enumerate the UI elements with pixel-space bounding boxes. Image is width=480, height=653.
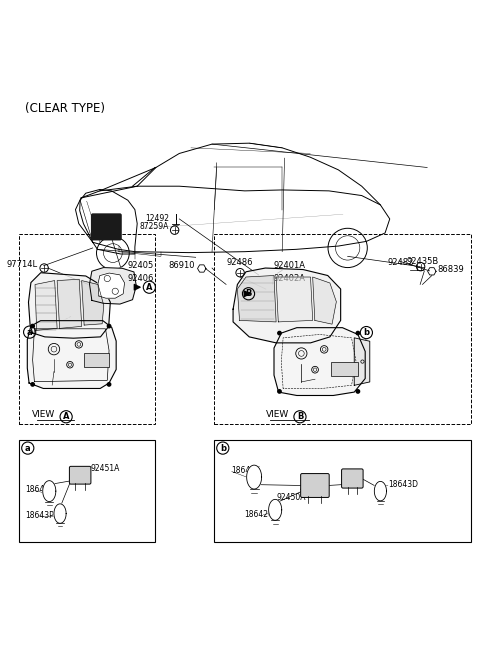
Text: b: b [220,443,226,453]
Text: a: a [27,328,33,336]
Circle shape [108,325,111,328]
Text: A: A [63,412,70,421]
FancyBboxPatch shape [342,469,363,488]
Polygon shape [247,465,262,489]
Bar [19,439,155,541]
Circle shape [31,325,35,328]
Text: VIEW: VIEW [266,409,289,419]
Text: 87259A: 87259A [140,222,169,231]
Text: VIEW: VIEW [32,409,55,419]
Text: (CLEAR TYPE): (CLEAR TYPE) [25,102,105,115]
Polygon shape [274,328,365,396]
Text: 92486: 92486 [227,258,253,267]
Polygon shape [82,281,104,325]
Text: 92450A: 92450A [277,492,306,502]
Text: 92482: 92482 [388,259,414,267]
Text: 92405: 92405 [127,261,154,270]
Bar [215,439,471,541]
Circle shape [31,383,35,386]
Text: 18643P: 18643P [25,511,54,520]
Circle shape [356,332,360,335]
Text: 92401A: 92401A [274,261,306,270]
Bar [331,362,358,377]
Bar [84,353,109,367]
Circle shape [278,332,281,335]
Circle shape [112,288,119,295]
Polygon shape [27,321,116,389]
Text: 18642G: 18642G [244,510,274,519]
Polygon shape [98,273,125,298]
Circle shape [104,276,110,281]
FancyBboxPatch shape [91,214,122,240]
Bar [19,234,155,424]
Circle shape [108,383,111,386]
FancyBboxPatch shape [300,473,329,498]
Text: 18644E: 18644E [231,466,260,475]
Text: 18644E: 18644E [25,485,54,494]
Circle shape [356,390,360,393]
Text: 92451A: 92451A [90,464,120,473]
Polygon shape [233,268,341,343]
Polygon shape [374,481,386,501]
Text: 18643D: 18643D [388,480,418,489]
Text: 97714L: 97714L [7,260,38,269]
FancyBboxPatch shape [70,466,91,484]
Polygon shape [276,277,312,322]
Polygon shape [35,281,57,330]
Text: B: B [297,412,303,421]
Text: 92406: 92406 [127,274,154,283]
Text: 92435B: 92435B [406,257,438,266]
Polygon shape [54,504,66,523]
Text: 92402A: 92402A [274,274,306,283]
Polygon shape [269,500,282,520]
Bar [215,234,471,424]
Text: a: a [25,443,31,453]
Polygon shape [43,481,56,502]
Polygon shape [312,277,336,324]
Circle shape [278,390,281,393]
Text: A: A [146,283,153,292]
Text: b: b [363,328,370,337]
Polygon shape [89,268,136,304]
Polygon shape [354,338,370,385]
Text: 86839: 86839 [437,265,464,274]
Polygon shape [57,279,82,328]
Polygon shape [238,276,276,322]
Polygon shape [28,273,110,338]
Text: 86910: 86910 [168,261,195,270]
Text: B: B [245,289,252,298]
Text: 12492: 12492 [145,214,169,223]
